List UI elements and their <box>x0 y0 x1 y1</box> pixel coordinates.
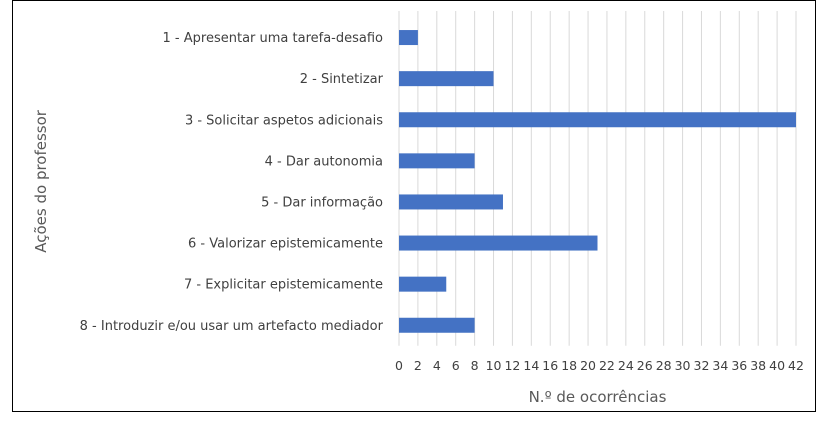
x-tick-label: 2 <box>414 358 422 373</box>
x-tick-label: 8 <box>471 358 479 373</box>
x-tick-label: 26 <box>637 358 653 373</box>
bar-7 <box>399 276 447 292</box>
x-tick-label: 22 <box>599 358 615 373</box>
x-tick-label: 38 <box>750 358 766 373</box>
x-tick-label: 28 <box>656 358 672 373</box>
category-label: 6 - Valorizar epistemicamente <box>188 237 383 252</box>
gridlines <box>398 11 797 346</box>
x-tick-label: 30 <box>675 358 691 373</box>
x-tick-label: 24 <box>618 358 634 373</box>
bar-6 <box>399 235 598 251</box>
category-labels: 1 - Apresentar uma tarefa-desafio 2 - Sin… <box>80 31 384 334</box>
x-tick-label: 32 <box>694 358 710 373</box>
category-label: 3 - Solicitar aspetos adicionais <box>185 113 383 128</box>
y-axis-title: Ações do professor <box>32 109 50 253</box>
x-tick-label: 4 <box>433 358 441 373</box>
category-label: 7 - Explicitar epistemicamente <box>184 278 383 293</box>
bar-chart: 1 - Apresentar uma tarefa-desafio 2 - Sin… <box>32 11 804 406</box>
chart-frame: 1 - Apresentar uma tarefa-desafio 2 - Sin… <box>12 0 816 412</box>
x-tick-label: 34 <box>712 358 728 373</box>
x-tick-label: 12 <box>504 358 520 373</box>
x-tick-label: 16 <box>542 358 558 373</box>
category-label: 4 - Dar autonomia <box>265 154 383 169</box>
x-tick-label: 6 <box>452 358 460 373</box>
x-tick-label: 42 <box>788 358 804 373</box>
x-axis-title: N.º de ocorrências <box>529 388 667 406</box>
bars <box>399 30 796 333</box>
bar-8 <box>399 317 475 333</box>
x-tick-label: 40 <box>769 358 785 373</box>
bar-1 <box>399 30 418 46</box>
bar-4 <box>399 153 475 169</box>
category-label: 2 - Sintetizar <box>300 72 384 87</box>
x-tick-label: 18 <box>561 358 577 373</box>
x-tick-labels: 0 2 4 6 8 10 12 14 16 18 20 22 24 26 28 30 32 34 36 38 40 42 <box>395 358 804 373</box>
x-tick-label: 0 <box>395 358 403 373</box>
bar-3 <box>399 112 796 128</box>
bar-2 <box>399 71 494 87</box>
category-label: 1 - Apresentar uma tarefa-desafio <box>163 31 384 46</box>
category-label: 8 - Introduzir e/ou usar um artefacto me… <box>80 319 384 334</box>
x-tick-label: 10 <box>486 358 502 373</box>
x-tick-label: 20 <box>580 358 596 373</box>
category-label: 5 - Dar informação <box>261 195 383 210</box>
x-tick-label: 14 <box>523 358 539 373</box>
x-tick-label: 36 <box>731 358 747 373</box>
bar-5 <box>399 194 503 210</box>
